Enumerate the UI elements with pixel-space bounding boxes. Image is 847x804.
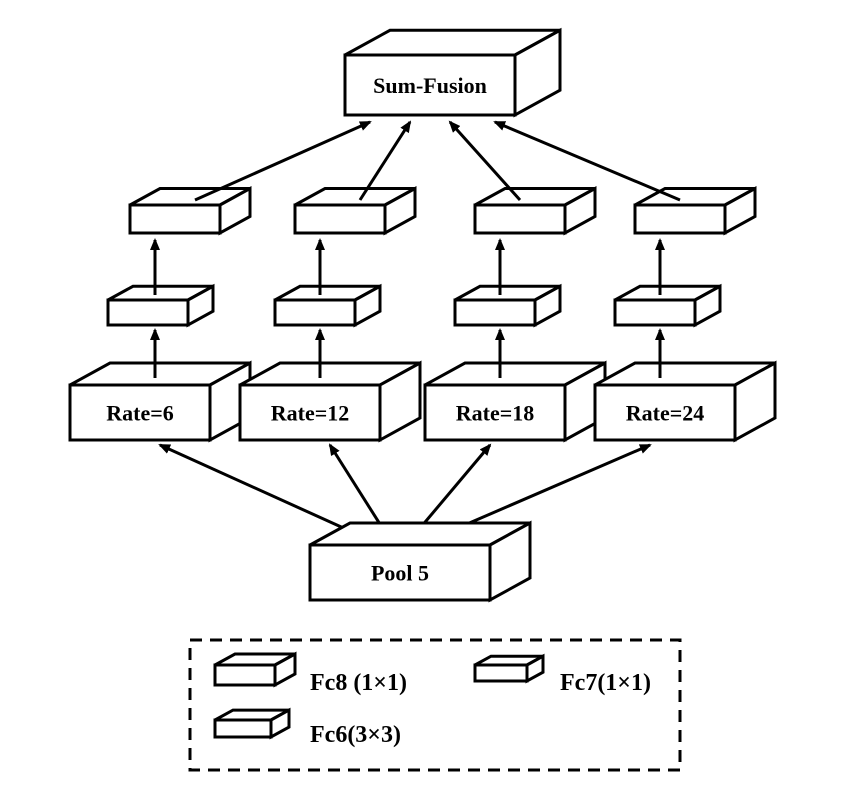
fc7-box bbox=[455, 286, 560, 325]
legend-item-box bbox=[215, 654, 295, 685]
fc8-box bbox=[295, 189, 415, 234]
fc7-box bbox=[615, 286, 720, 325]
arrow bbox=[450, 122, 520, 200]
legend-item-box bbox=[215, 710, 289, 737]
fc8-box bbox=[475, 189, 595, 234]
legend-item-box bbox=[475, 656, 543, 681]
fc8-box bbox=[130, 189, 250, 234]
svg-text:Pool 5: Pool 5 bbox=[371, 561, 429, 586]
svg-text:Fc7(1×1): Fc7(1×1) bbox=[560, 670, 651, 696]
svg-text:Fc6(3×3): Fc6(3×3) bbox=[310, 722, 401, 748]
svg-text:Rate=12: Rate=12 bbox=[271, 401, 350, 426]
diagram-canvas: Rate=6 Rate=12 Rate=18 Rate=24 Sum-Fusion Poo… bbox=[0, 0, 847, 804]
fc8-box bbox=[635, 189, 755, 234]
fc7-box bbox=[108, 286, 213, 325]
svg-text:Rate=18: Rate=18 bbox=[456, 401, 535, 426]
svg-text:Rate=24: Rate=24 bbox=[626, 401, 705, 426]
svg-text:Rate=6: Rate=6 bbox=[106, 401, 174, 426]
fc7-box bbox=[275, 286, 380, 325]
svg-text:Sum-Fusion: Sum-Fusion bbox=[373, 73, 487, 98]
svg-text:Fc8 (1×1): Fc8 (1×1) bbox=[310, 670, 407, 696]
